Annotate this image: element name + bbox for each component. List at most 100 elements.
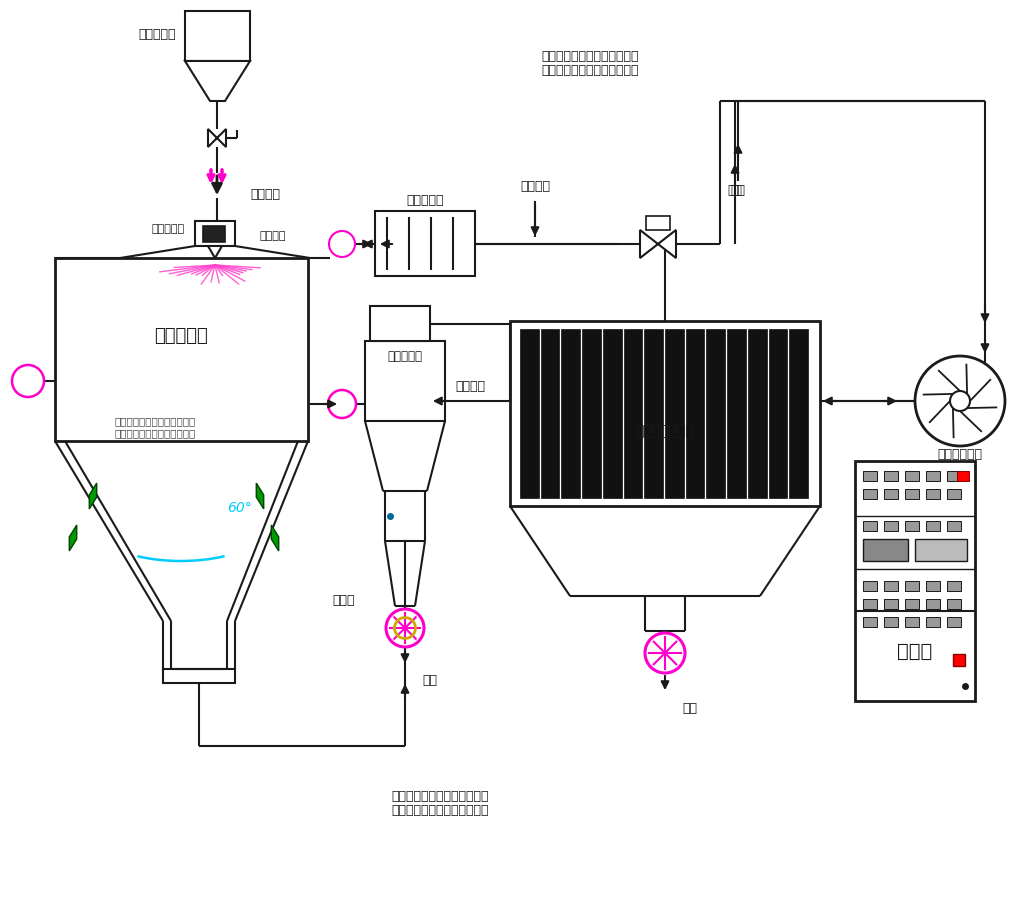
- Polygon shape: [208, 129, 226, 147]
- Polygon shape: [640, 230, 676, 258]
- Text: 排气: 排气: [727, 185, 743, 197]
- Text: 常州普耐尔干燥设备有限公司: 常州普耐尔干燥设备有限公司: [391, 789, 488, 803]
- Bar: [884, 581, 898, 591]
- Text: 进风蜗壳: 进风蜗壳: [260, 231, 287, 241]
- Circle shape: [12, 365, 44, 397]
- Bar: [952, 654, 965, 666]
- Text: 氮气喷吹: 氮气喷吹: [455, 379, 485, 393]
- Bar: [203, 226, 225, 242]
- Bar: [510, 321, 820, 506]
- Circle shape: [328, 390, 356, 418]
- Bar: [863, 539, 908, 561]
- Bar: [926, 521, 940, 531]
- Bar: [375, 211, 475, 276]
- Text: 控制柜: 控制柜: [897, 642, 932, 660]
- Bar: [947, 581, 961, 591]
- Polygon shape: [208, 246, 222, 258]
- Text: 成品: 成品: [423, 674, 438, 687]
- Bar: [55, 258, 308, 441]
- Bar: [665, 329, 684, 498]
- Polygon shape: [89, 483, 97, 509]
- Bar: [748, 329, 767, 498]
- Bar: [645, 329, 663, 498]
- Bar: [855, 461, 975, 701]
- Bar: [789, 329, 808, 498]
- Text: T: T: [338, 235, 346, 249]
- Bar: [947, 489, 961, 499]
- Text: 60°: 60°: [228, 501, 252, 515]
- Bar: [863, 581, 877, 591]
- Bar: [686, 329, 704, 498]
- Bar: [947, 521, 961, 531]
- Text: P: P: [21, 372, 29, 386]
- Text: 1: 1: [347, 406, 353, 416]
- Bar: [185, 11, 250, 61]
- Bar: [884, 599, 898, 609]
- Bar: [863, 599, 877, 609]
- Polygon shape: [271, 525, 278, 551]
- Bar: [926, 471, 940, 481]
- Text: 1: 1: [33, 383, 39, 393]
- Circle shape: [915, 356, 1005, 446]
- Bar: [915, 539, 967, 561]
- Text: 闭路循环离心喷雾冷却造粒机: 闭路循环离心喷雾冷却造粒机: [114, 428, 196, 438]
- Bar: [195, 221, 235, 246]
- Bar: [905, 489, 919, 499]
- Polygon shape: [185, 61, 250, 101]
- Bar: [863, 521, 877, 531]
- Text: 原料溶液罐: 原料溶液罐: [138, 29, 176, 41]
- Bar: [582, 329, 600, 498]
- Bar: [884, 471, 898, 481]
- Text: 空气冷却器: 空气冷却器: [407, 195, 444, 207]
- Text: 旋风分离器: 旋风分离器: [387, 350, 423, 362]
- Bar: [520, 329, 539, 498]
- Polygon shape: [256, 483, 263, 509]
- Bar: [884, 521, 898, 531]
- Text: 常州普耐尔干燥设备有限公司: 常州普耐尔干燥设备有限公司: [541, 50, 639, 62]
- Bar: [905, 617, 919, 627]
- Text: 进粒雾化器: 进粒雾化器: [152, 224, 185, 234]
- Bar: [947, 471, 961, 481]
- Circle shape: [386, 609, 424, 647]
- Text: T: T: [338, 396, 346, 408]
- Bar: [884, 489, 898, 499]
- Bar: [926, 599, 940, 609]
- Polygon shape: [70, 525, 77, 551]
- Bar: [905, 581, 919, 591]
- Bar: [926, 581, 940, 591]
- Bar: [947, 617, 961, 627]
- Bar: [926, 617, 940, 627]
- Bar: [365, 341, 445, 421]
- Circle shape: [329, 231, 355, 257]
- Text: 伴热保温: 伴热保温: [250, 188, 281, 202]
- Bar: [905, 521, 919, 531]
- Bar: [957, 471, 969, 481]
- Bar: [163, 669, 235, 683]
- Bar: [541, 329, 559, 498]
- Bar: [370, 306, 430, 341]
- Text: 闭路循环离心喷雾冷却造粒机: 闭路循环离心喷雾冷却造粒机: [391, 805, 488, 817]
- Text: 脉冲布袋除尘器: 脉冲布袋除尘器: [636, 424, 694, 438]
- Bar: [863, 489, 877, 499]
- Text: 闭路循环风机: 闭路循环风机: [937, 448, 983, 460]
- Bar: [905, 599, 919, 609]
- Text: 成品: 成品: [682, 702, 697, 714]
- Bar: [863, 617, 877, 627]
- Bar: [947, 599, 961, 609]
- Bar: [706, 329, 725, 498]
- Text: 1: 1: [347, 245, 353, 255]
- Bar: [624, 329, 643, 498]
- Bar: [769, 329, 787, 498]
- Text: 补充氮气: 补充氮气: [520, 179, 550, 193]
- Circle shape: [950, 391, 970, 411]
- Text: 常州普耐尔干燥设备有限公司: 常州普耐尔干燥设备有限公司: [114, 416, 196, 426]
- Text: 闭路循环离心喷雾冷却造粒机: 闭路循环离心喷雾冷却造粒机: [541, 65, 639, 77]
- Bar: [926, 489, 940, 499]
- Text: 下料器: 下料器: [333, 595, 355, 607]
- Bar: [561, 329, 580, 498]
- Circle shape: [645, 633, 685, 673]
- Text: 排气: 排气: [731, 185, 746, 197]
- Text: 主塔造粒室: 主塔造粒室: [154, 327, 208, 345]
- Bar: [646, 216, 670, 230]
- Bar: [905, 471, 919, 481]
